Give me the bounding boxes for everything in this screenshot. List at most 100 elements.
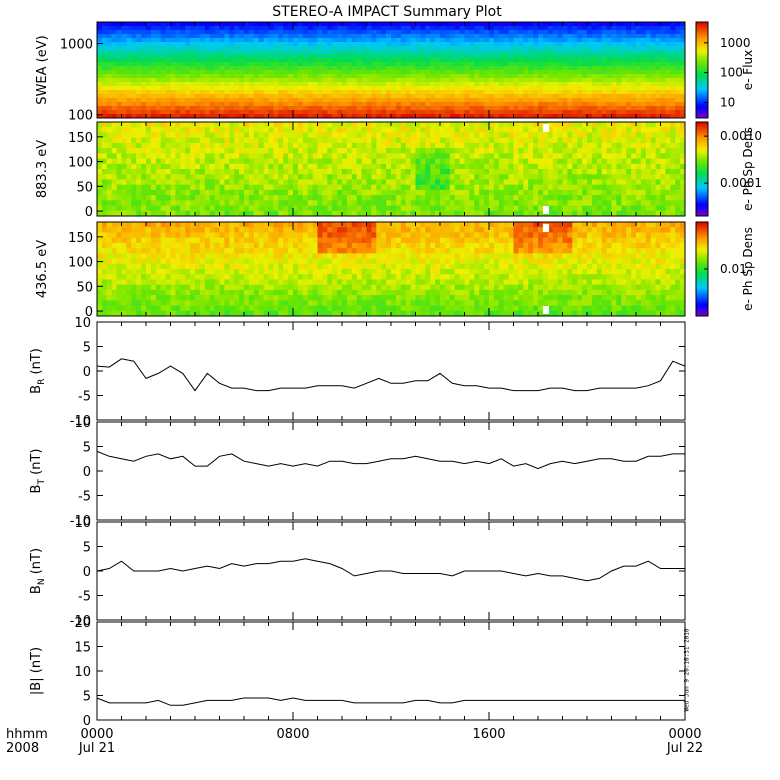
heatmap-cell bbox=[307, 50, 313, 55]
heatmap-cell bbox=[503, 114, 509, 119]
heatmap-cell bbox=[381, 163, 387, 170]
heatmap-cell bbox=[626, 174, 632, 180]
heatmap-cell bbox=[381, 174, 387, 180]
heatmap-cell bbox=[116, 74, 122, 79]
heatmap-cell bbox=[636, 148, 642, 154]
heatmap-cell bbox=[126, 82, 132, 87]
heatmap-cell bbox=[97, 58, 103, 63]
heatmap-cell bbox=[616, 205, 622, 212]
heatmap-cell bbox=[332, 78, 338, 83]
heatmap-cell bbox=[567, 58, 573, 63]
heatmap-cell bbox=[621, 78, 627, 83]
heatmap-cell bbox=[170, 46, 176, 51]
heatmap-cell bbox=[356, 106, 362, 111]
heatmap-cell bbox=[111, 163, 117, 170]
heatmap-cell bbox=[503, 169, 509, 175]
heatmap-cell bbox=[312, 148, 318, 154]
heatmap-cell bbox=[425, 22, 431, 27]
heatmap-cell bbox=[621, 210, 627, 217]
heatmap-cell bbox=[204, 174, 211, 180]
heatmap-cell bbox=[489, 62, 495, 67]
heatmap-cell bbox=[214, 82, 220, 87]
heatmap-cell bbox=[175, 110, 181, 115]
heatmap-cell bbox=[542, 82, 549, 87]
heatmap-cell bbox=[391, 195, 397, 201]
heatmap-cell bbox=[552, 122, 558, 128]
heatmap-cell bbox=[577, 148, 583, 154]
heatmap-cell bbox=[670, 46, 676, 51]
heatmap-cell bbox=[670, 94, 676, 99]
heatmap-cell bbox=[405, 158, 411, 165]
heatmap-cell bbox=[239, 26, 245, 31]
heatmap-cell bbox=[116, 210, 122, 217]
heatmap-cell bbox=[454, 189, 460, 196]
heatmap-cell bbox=[660, 82, 666, 87]
heatmap-cell bbox=[440, 110, 446, 115]
heatmap-cell bbox=[170, 142, 176, 149]
heatmap-cell bbox=[356, 66, 362, 71]
heatmap-cell bbox=[371, 174, 377, 180]
heatmap-cell bbox=[165, 22, 171, 27]
heatmap-cell bbox=[386, 58, 392, 63]
heatmap-cell bbox=[204, 94, 211, 99]
heatmap-cell bbox=[547, 54, 554, 59]
heatmap-cell bbox=[474, 78, 480, 83]
heatmap-cell bbox=[322, 184, 328, 191]
heatmap-cell bbox=[248, 50, 255, 55]
heatmap-cell bbox=[562, 169, 568, 175]
heatmap-cell bbox=[175, 189, 181, 196]
heatmap-cell bbox=[508, 174, 514, 180]
heatmap-cell bbox=[577, 158, 583, 165]
heatmap-cell bbox=[337, 169, 343, 175]
heatmap-cell bbox=[660, 86, 666, 91]
heatmap-cell bbox=[567, 90, 573, 95]
heatmap-cell bbox=[665, 90, 671, 95]
heatmap-cell bbox=[391, 184, 397, 191]
heatmap-cell bbox=[278, 189, 284, 196]
heatmap-cell bbox=[97, 153, 103, 159]
heatmap-cell bbox=[533, 46, 539, 51]
heatmap-cell bbox=[552, 205, 558, 212]
heatmap-cell bbox=[425, 46, 431, 51]
heatmap-cell bbox=[327, 98, 333, 103]
heatmap-cell bbox=[591, 205, 598, 212]
heatmap-cell bbox=[175, 34, 181, 39]
heatmap-cell bbox=[400, 205, 407, 212]
heatmap-cell bbox=[518, 58, 524, 63]
heatmap-cell bbox=[327, 90, 333, 95]
heatmap-cell bbox=[386, 169, 392, 175]
heatmap-cell bbox=[293, 62, 299, 67]
heatmap-cell bbox=[493, 86, 500, 91]
heatmap-cell bbox=[621, 163, 627, 170]
heatmap-cell bbox=[219, 82, 225, 87]
heatmap-cell bbox=[351, 127, 358, 133]
heatmap-cell bbox=[214, 195, 220, 201]
heatmap-cell bbox=[150, 42, 157, 47]
heatmap-cell bbox=[116, 102, 122, 107]
heatmap-cell bbox=[131, 66, 137, 71]
heatmap-cell bbox=[346, 174, 353, 180]
heatmap-cell bbox=[596, 142, 603, 149]
heatmap-cell bbox=[523, 74, 529, 79]
heatmap-cell bbox=[533, 148, 539, 154]
heatmap-cell bbox=[616, 78, 622, 83]
heatmap-cell bbox=[405, 142, 411, 149]
colorbar-cell bbox=[696, 72, 708, 76]
heatmap-cell bbox=[150, 195, 157, 201]
heatmap-cell bbox=[160, 74, 166, 79]
heatmap-cell bbox=[376, 169, 382, 175]
heatmap-cell bbox=[587, 82, 593, 87]
heatmap-cell bbox=[626, 122, 632, 128]
heatmap-cell bbox=[199, 98, 206, 103]
heatmap-cell bbox=[523, 122, 529, 128]
heatmap-cell bbox=[577, 50, 583, 55]
heatmap-cell bbox=[224, 26, 230, 31]
heatmap-cell bbox=[655, 58, 661, 63]
heatmap-cell bbox=[190, 174, 196, 180]
heatmap-cell bbox=[572, 137, 578, 144]
heatmap-cell bbox=[542, 42, 549, 47]
heatmap-cell bbox=[332, 174, 338, 180]
heatmap-cell bbox=[126, 94, 132, 99]
heatmap-cell bbox=[204, 46, 211, 51]
heatmap-cell bbox=[244, 169, 250, 175]
